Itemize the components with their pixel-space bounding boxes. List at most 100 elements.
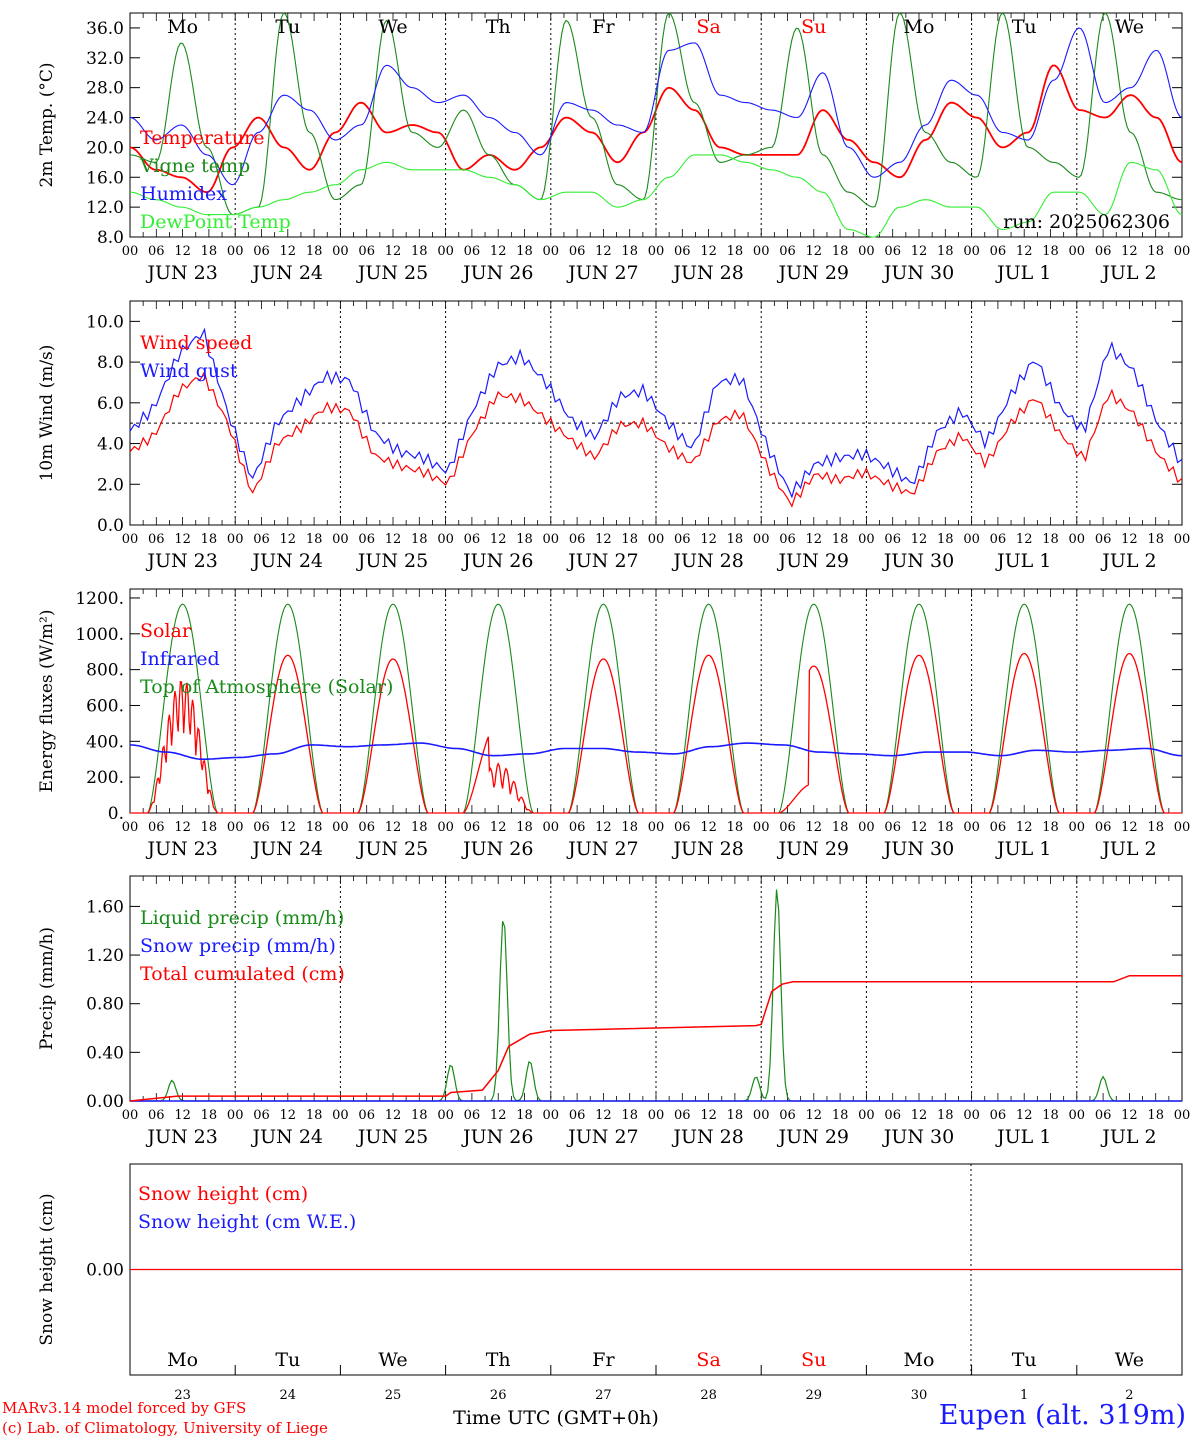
y-tick-label: 800. bbox=[86, 661, 124, 681]
day-number-label: 25 bbox=[385, 1388, 402, 1403]
y-tick-label: 0.40 bbox=[86, 1043, 124, 1063]
hour-tick-label: 00 bbox=[648, 1108, 665, 1123]
y-tick-label: 0.00 bbox=[86, 1261, 124, 1281]
hour-tick-label: 18 bbox=[201, 820, 218, 835]
hour-tick-label: 06 bbox=[464, 532, 481, 547]
legend-entry: Total cumulated (cm) bbox=[140, 963, 345, 985]
hour-tick-label: 06 bbox=[779, 244, 796, 259]
hour-tick-label: 18 bbox=[832, 1108, 849, 1123]
hour-tick-label: 18 bbox=[1147, 820, 1164, 835]
hour-tick-label: 18 bbox=[937, 244, 954, 259]
day-date-label: JUN 24 bbox=[251, 550, 323, 572]
y-axis-label: 10m Wind (m/s) bbox=[37, 345, 57, 482]
hour-tick-label: 06 bbox=[253, 1108, 270, 1123]
legend-entry: Wind speed bbox=[140, 332, 252, 354]
day-number-label: 1 bbox=[1020, 1388, 1028, 1403]
weekday-label: Tu bbox=[275, 1349, 300, 1371]
day-number-label: 2 bbox=[1125, 1388, 1133, 1403]
hour-tick-label: 06 bbox=[1095, 532, 1112, 547]
hour-tick-label: 06 bbox=[990, 1108, 1007, 1123]
hour-tick-label: 00 bbox=[753, 820, 770, 835]
hour-tick-label: 12 bbox=[806, 532, 823, 547]
day-date-label: JUN 23 bbox=[145, 1126, 217, 1148]
hour-tick-label: 06 bbox=[358, 1108, 375, 1123]
hour-tick-label: 06 bbox=[253, 532, 270, 547]
hour-tick-label: 00 bbox=[543, 1108, 560, 1123]
day-date-label: JUL 2 bbox=[1100, 262, 1156, 284]
day-date-label: JUN 25 bbox=[356, 1126, 428, 1148]
hour-tick-label: 12 bbox=[1121, 1108, 1138, 1123]
hour-tick-label: 12 bbox=[385, 244, 402, 259]
y-tick-label: 1.60 bbox=[86, 897, 124, 917]
hour-tick-label: 06 bbox=[779, 820, 796, 835]
hour-tick-label: 06 bbox=[884, 1108, 901, 1123]
day-date-label: JUN 28 bbox=[671, 550, 743, 572]
weekday-label: We bbox=[378, 16, 407, 38]
weekday-label: Th bbox=[486, 1349, 511, 1371]
panel-frame-1 bbox=[129, 12, 1183, 238]
hour-tick-label: 06 bbox=[884, 244, 901, 259]
series-line-total-cumulated bbox=[129, 974, 1182, 1102]
day-date-label: JUN 26 bbox=[461, 550, 533, 572]
hour-tick-label: 00 bbox=[858, 244, 875, 259]
hour-tick-label: 18 bbox=[411, 532, 428, 547]
hour-tick-label: 06 bbox=[779, 532, 796, 547]
hour-tick-label: 06 bbox=[358, 244, 375, 259]
weekday-label: Tu bbox=[1012, 16, 1037, 38]
y-tick-label: 2.0 bbox=[97, 475, 124, 495]
hour-tick-label: 00 bbox=[963, 244, 980, 259]
hour-tick-label: 00 bbox=[648, 244, 665, 259]
y-tick-label: 20.0 bbox=[86, 138, 124, 158]
hour-tick-label: 12 bbox=[490, 1108, 507, 1123]
hour-tick-label: 00 bbox=[1174, 532, 1191, 547]
day-date-label: JUN 28 bbox=[671, 838, 743, 860]
x-axis-title: Time UTC (GMT+0h) bbox=[453, 1407, 659, 1429]
hour-tick-label: 12 bbox=[385, 532, 402, 547]
day-date-label: JUN 30 bbox=[882, 550, 954, 572]
hour-tick-label: 06 bbox=[674, 532, 691, 547]
hour-tick-label: 12 bbox=[911, 532, 928, 547]
hour-tick-label: 06 bbox=[674, 820, 691, 835]
legend-entry: DewPoint Temp bbox=[140, 211, 291, 233]
hour-tick-label: 00 bbox=[332, 820, 349, 835]
series-line-infrared bbox=[129, 742, 1183, 761]
day-date-label: JUN 28 bbox=[671, 1126, 743, 1148]
y-axis-label: 2m Temp. (°C) bbox=[37, 62, 57, 187]
hour-tick-label: 18 bbox=[727, 1108, 744, 1123]
hour-tick-label: 00 bbox=[227, 1108, 244, 1123]
hour-tick-label: 12 bbox=[280, 1108, 297, 1123]
hour-tick-label: 12 bbox=[280, 244, 297, 259]
hour-tick-label: 00 bbox=[1174, 1108, 1191, 1123]
hour-tick-label: 00 bbox=[122, 1108, 139, 1123]
hour-tick-label: 12 bbox=[385, 820, 402, 835]
hour-tick-label: 18 bbox=[516, 820, 533, 835]
hour-tick-label: 18 bbox=[621, 820, 638, 835]
hour-tick-label: 18 bbox=[621, 532, 638, 547]
hour-tick-label: 06 bbox=[569, 1108, 586, 1123]
hour-tick-label: 00 bbox=[753, 532, 770, 547]
day-number-label: 27 bbox=[595, 1388, 612, 1403]
hour-tick-label: 00 bbox=[122, 244, 139, 259]
day-date-label: JUN 26 bbox=[461, 838, 533, 860]
y-axis-label: Energy fluxes (W/m²) bbox=[37, 610, 57, 793]
hour-tick-label: 12 bbox=[806, 820, 823, 835]
hour-tick-label: 06 bbox=[569, 244, 586, 259]
hour-tick-label: 18 bbox=[306, 820, 323, 835]
hour-tick-label: 06 bbox=[464, 1108, 481, 1123]
hour-tick-label: 12 bbox=[174, 532, 191, 547]
hour-tick-label: 06 bbox=[779, 1108, 796, 1123]
hour-tick-label: 12 bbox=[700, 820, 717, 835]
legend-entry: Snow height (cm) bbox=[138, 1183, 308, 1205]
hour-tick-label: 00 bbox=[227, 820, 244, 835]
hour-tick-label: 00 bbox=[858, 820, 875, 835]
day-date-label: JUN 23 bbox=[145, 550, 217, 572]
hour-tick-label: 18 bbox=[727, 244, 744, 259]
hour-tick-label: 06 bbox=[1095, 1108, 1112, 1123]
hour-tick-label: 18 bbox=[832, 532, 849, 547]
hour-tick-label: 18 bbox=[201, 532, 218, 547]
legend-entry: Temperature bbox=[140, 127, 264, 149]
hour-tick-label: 00 bbox=[648, 820, 665, 835]
hour-tick-label: 00 bbox=[858, 532, 875, 547]
y-tick-label: 0.80 bbox=[86, 995, 124, 1015]
